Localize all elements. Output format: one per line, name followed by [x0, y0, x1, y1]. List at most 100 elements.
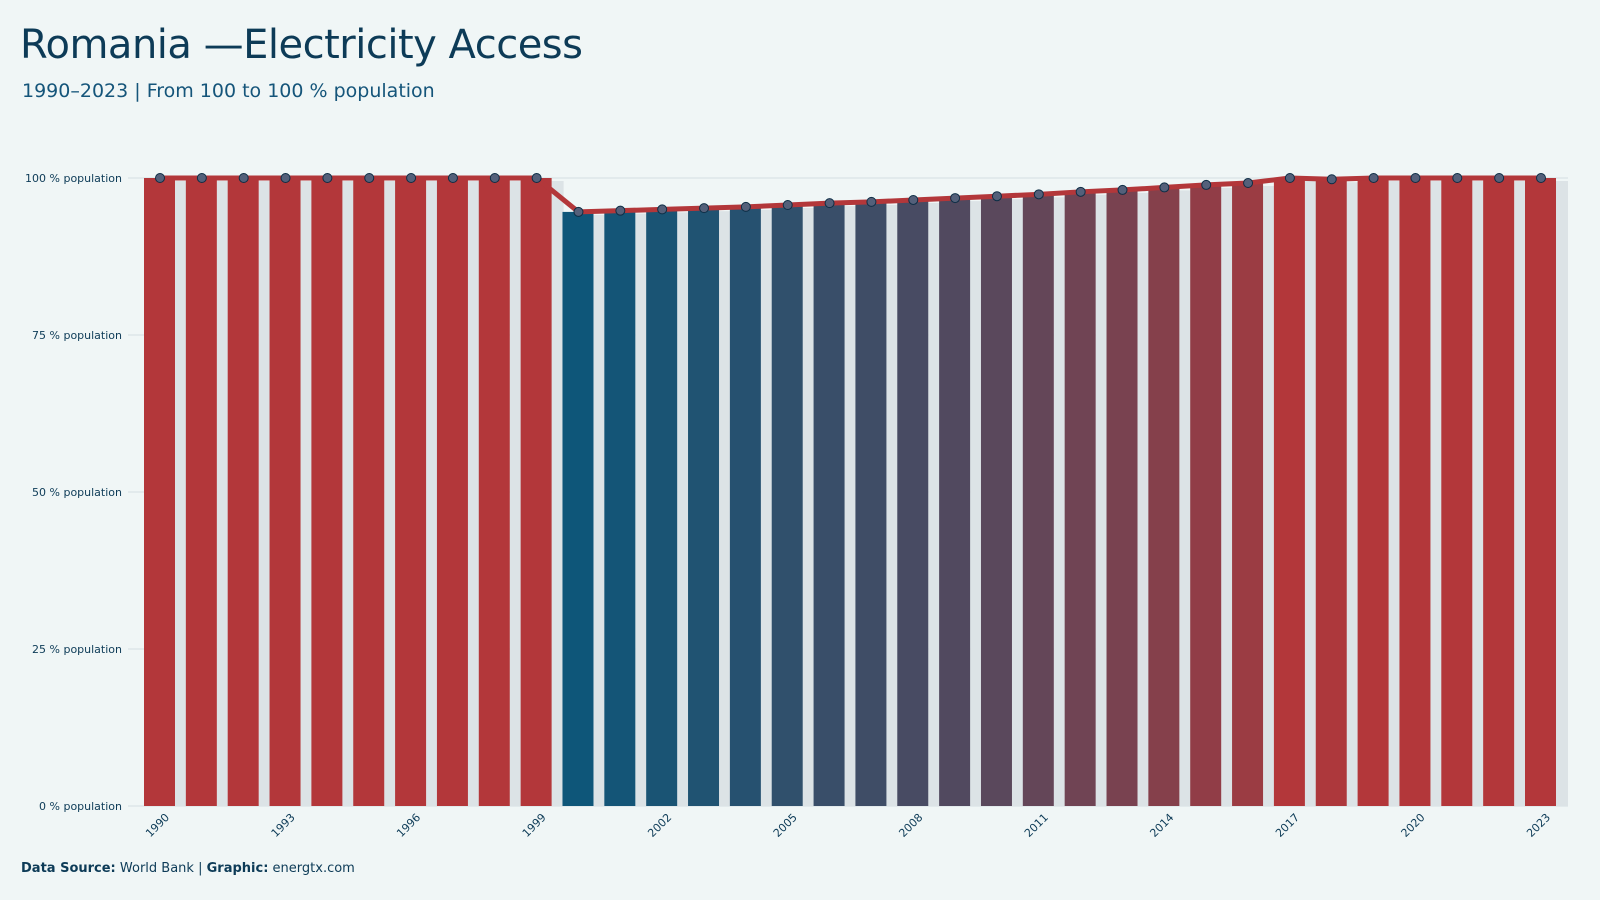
bar-shadow: [1346, 182, 1359, 807]
data-point: [531, 173, 542, 183]
bar: [311, 178, 343, 806]
bar: [1525, 178, 1556, 806]
bar-shadow: [1053, 197, 1066, 806]
y-tick-label: 100 % population: [25, 172, 122, 185]
series-line: [160, 175, 1541, 215]
bar: [269, 178, 301, 806]
bar-shadow: [1556, 181, 1568, 806]
data-point: [657, 204, 668, 215]
data-point: [866, 196, 877, 207]
data-point: [1368, 173, 1379, 183]
data-point: [1075, 186, 1086, 197]
data-point: [196, 173, 207, 183]
source-value: World Bank: [119, 861, 194, 876]
data-point: [991, 191, 1002, 202]
bar-shadow: [342, 181, 355, 806]
bar-shadow: [551, 181, 564, 806]
x-tick-label: 1990: [143, 811, 172, 840]
data-point: [1452, 173, 1463, 183]
data-point: [322, 173, 333, 183]
data-point: [908, 194, 919, 205]
x-tick-label: 2017: [1273, 811, 1302, 840]
bar-shadow: [1514, 181, 1527, 806]
data-point: [238, 173, 249, 183]
bar: [646, 209, 678, 806]
bar-shadow: [886, 204, 899, 806]
bar: [1357, 178, 1389, 806]
x-tick-label: 1993: [269, 811, 298, 840]
bar: [604, 210, 636, 806]
x-tick-label: 2002: [645, 811, 674, 840]
y-tick-label: 75 % population: [32, 329, 122, 342]
bar-shadow: [802, 208, 815, 806]
data-point: [1243, 178, 1254, 189]
bar: [1273, 178, 1305, 806]
x-tick-label: 2005: [771, 811, 800, 840]
bar-shadow: [1263, 186, 1276, 807]
x-tick-label: 2008: [896, 811, 925, 840]
bar: [688, 208, 720, 807]
bar-shadow: [426, 181, 439, 806]
bar: [478, 178, 510, 806]
data-point: [489, 173, 500, 183]
data-point: [824, 198, 835, 209]
bar-shadow: [1221, 187, 1234, 806]
x-tick-label: 2011: [1022, 811, 1051, 840]
bar-shadow: [1179, 190, 1192, 807]
bar-shadow: [1011, 199, 1024, 806]
data-point: [1326, 174, 1337, 185]
bar: [353, 178, 385, 806]
data-point: [573, 206, 584, 217]
bar: [185, 178, 217, 806]
bar-shadow: [175, 181, 187, 806]
bar: [1106, 189, 1138, 806]
x-tick-label: 2014: [1147, 811, 1176, 840]
data-point: [615, 205, 626, 216]
data-point: [1410, 173, 1421, 183]
data-point: [1159, 182, 1170, 193]
bar-shadow: [1430, 181, 1443, 806]
bar: [939, 198, 971, 806]
bar-shadow: [677, 212, 690, 806]
bar: [1315, 179, 1347, 807]
bar: [813, 203, 845, 806]
bar-shadow: [467, 181, 480, 806]
bar: [1022, 194, 1054, 806]
bar-shadow: [719, 211, 732, 807]
data-point: [1033, 189, 1044, 200]
x-tick-label: 2020: [1399, 811, 1428, 840]
bar-shadow: [635, 213, 648, 806]
bar: [1232, 183, 1264, 807]
bar: [1399, 178, 1431, 806]
x-tick-label: 2023: [1524, 811, 1553, 840]
bar-shadow: [593, 214, 606, 807]
bar-shadow: [216, 181, 229, 806]
data-point: [1536, 173, 1546, 183]
bar: [1483, 178, 1515, 806]
data-point: [699, 203, 710, 214]
bar-shadow: [258, 181, 271, 806]
data-point: [950, 193, 961, 204]
data-point: [782, 200, 793, 211]
graphic-label: Graphic:: [206, 861, 269, 876]
data-point: [280, 173, 291, 183]
data-point: [740, 201, 751, 212]
footer-credits: Data Source: World Bank | Graphic: energ…: [21, 861, 355, 876]
bar-shadow: [384, 181, 397, 806]
bar-shadow: [928, 202, 941, 807]
data-point: [1117, 184, 1128, 195]
source-label: Data Source:: [21, 861, 116, 876]
bar: [227, 178, 259, 806]
chart-subtitle: 1990–2023 | From 100 to 100 % population: [22, 80, 435, 102]
x-tick-label: 1999: [520, 811, 549, 840]
bar: [980, 196, 1012, 806]
bar: [1441, 178, 1473, 806]
data-point: [406, 173, 417, 183]
bar: [855, 201, 887, 806]
bar: [144, 178, 175, 806]
y-tick-label: 50 % population: [32, 486, 122, 499]
bar-shadow: [1137, 192, 1150, 806]
bar-shadow: [760, 209, 773, 806]
chart-title: Romania —Electricity Access: [20, 22, 583, 68]
